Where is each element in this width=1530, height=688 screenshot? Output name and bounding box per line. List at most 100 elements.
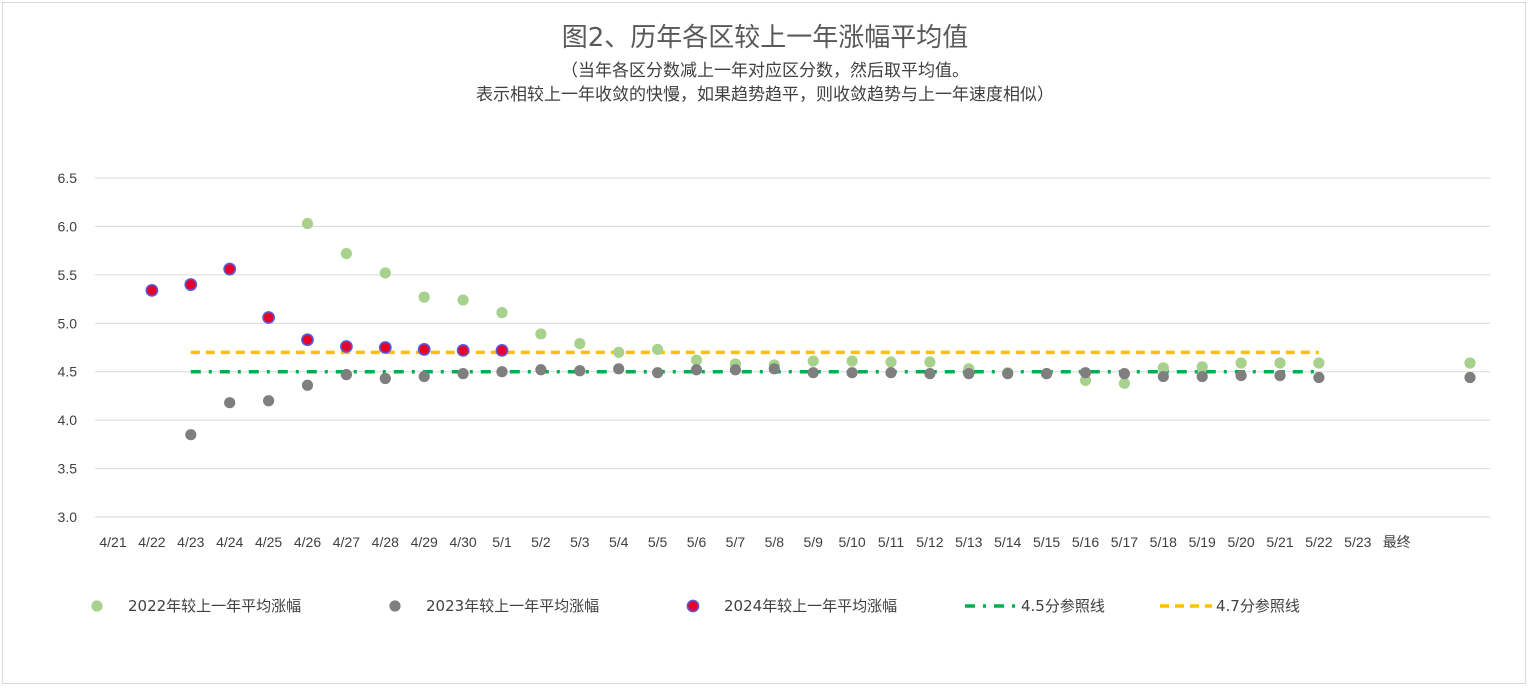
data-point [1235, 369, 1247, 382]
data-point [574, 338, 586, 350]
data-point [1118, 377, 1130, 389]
data-point [1118, 368, 1130, 380]
y-axis-ticks: 3.0 3.5 4.0 4.5 5.0 5.5 6.0 6.5 [58, 170, 78, 525]
x-tick-label: 5/5 [648, 534, 668, 550]
legend-marker [91, 600, 103, 612]
data-point [496, 366, 508, 378]
data-point [339, 340, 353, 353]
data-point [924, 368, 936, 380]
x-tick-label: 5/17 [1111, 534, 1138, 550]
x-tick-label: 5/6 [687, 534, 707, 550]
reference-lines [190, 350, 1319, 374]
data-point [340, 369, 352, 381]
data-point [574, 365, 586, 377]
x-tick-label: 5/8 [765, 534, 785, 550]
x-tick-label: 5/9 [803, 534, 823, 550]
y-tick-label: 6.5 [58, 170, 78, 186]
x-tick-label: 5/4 [609, 534, 629, 550]
data-point [301, 379, 314, 391]
data-point [807, 367, 819, 379]
x-tick-label: 4/28 [372, 534, 399, 550]
y-tick-label: 6.0 [58, 218, 78, 234]
data-point [885, 367, 897, 379]
y-tick-label: 4.0 [58, 412, 78, 428]
x-tick-label: 5/20 [1227, 534, 1254, 550]
x-tick-label: 4/25 [255, 534, 282, 550]
x-axis-ticks: 4/21 4/22 4/23 4/24 4/25 4/26 4/27 4/28 4/29 4/30… [99, 534, 1410, 550]
data-point [1196, 370, 1208, 383]
data-point [535, 328, 547, 340]
data-point [378, 341, 392, 354]
data-point [1079, 367, 1092, 379]
data-point [885, 356, 897, 368]
x-tick-label: 5/3 [570, 534, 590, 550]
x-tick-label: 4/21 [99, 534, 126, 550]
legend-marker [686, 599, 700, 613]
data-point [1313, 357, 1325, 369]
data-point [1464, 371, 1476, 384]
x-tick-label: 4/23 [177, 534, 204, 550]
x-tick-label: 4/30 [449, 534, 476, 550]
data-point [301, 217, 314, 230]
data-points [145, 217, 1476, 441]
x-tick-label: 4/22 [138, 534, 165, 550]
data-point [456, 344, 470, 357]
x-tick-label: 5/18 [1150, 534, 1177, 550]
x-tick-label: 5/19 [1189, 534, 1216, 550]
legend-label: 4.7分参照线 [1216, 597, 1300, 615]
data-point [184, 278, 198, 291]
data-point [263, 395, 275, 407]
data-point [1274, 369, 1286, 382]
data-point [1196, 361, 1208, 373]
data-point [1079, 374, 1092, 387]
x-tick-label: 5/2 [531, 534, 551, 550]
y-tick-label: 5.5 [58, 267, 78, 283]
x-tick-label: 最终 [1383, 534, 1411, 550]
x-tick-label: 4/27 [333, 534, 360, 550]
data-point [535, 364, 547, 376]
x-tick-label: 5/1 [492, 534, 512, 550]
chart-subtitle-line-2: 表示相较上一年收敛的快慢，如果趋势趋平，则收敛趋势与上一年速度相似） [476, 84, 1054, 105]
x-tick-label: 5/14 [994, 534, 1021, 550]
data-point [652, 343, 664, 356]
y-tick-label: 3.0 [58, 509, 78, 525]
legend-label: 4.5分参照线 [1021, 597, 1105, 615]
x-tick-label: 4/26 [294, 534, 321, 550]
data-point [1041, 368, 1053, 380]
data-point [690, 354, 703, 366]
data-point [613, 363, 625, 375]
legend-label: 2023年较上一年平均涨幅 [426, 597, 599, 615]
chart-subtitle-line-1: （当年各区分数减上一年对应区分数，然后取平均值。 [561, 61, 969, 81]
data-point [379, 267, 391, 279]
x-tick-label: 5/11 [878, 534, 904, 550]
data-point [768, 363, 780, 375]
data-point [495, 344, 509, 357]
data-point [223, 262, 237, 276]
x-tick-label: 5/15 [1033, 534, 1060, 550]
gridlines [95, 177, 1490, 518]
data-point [1157, 370, 1169, 383]
x-tick-label: 5/13 [955, 534, 982, 550]
x-tick-label: 5/22 [1305, 534, 1332, 550]
data-point [846, 355, 858, 367]
data-point [1464, 357, 1476, 369]
data-point [185, 429, 197, 441]
data-point [1002, 368, 1014, 380]
legend-label: 2024年较上一年平均涨幅 [724, 597, 897, 615]
data-point [1235, 357, 1247, 369]
data-point [417, 343, 431, 356]
data-point [652, 367, 664, 379]
y-tick-label: 5.0 [58, 315, 78, 331]
data-point [963, 368, 975, 380]
data-point [457, 368, 469, 380]
y-tick-label: 4.5 [58, 364, 78, 380]
x-tick-label: 4/29 [411, 534, 438, 550]
data-point [224, 397, 236, 409]
data-point [457, 294, 469, 306]
legend-marker [389, 600, 401, 612]
data-point [1274, 357, 1286, 369]
data-point [379, 372, 391, 385]
x-tick-label: 5/21 [1266, 534, 1293, 550]
data-point [340, 247, 352, 260]
